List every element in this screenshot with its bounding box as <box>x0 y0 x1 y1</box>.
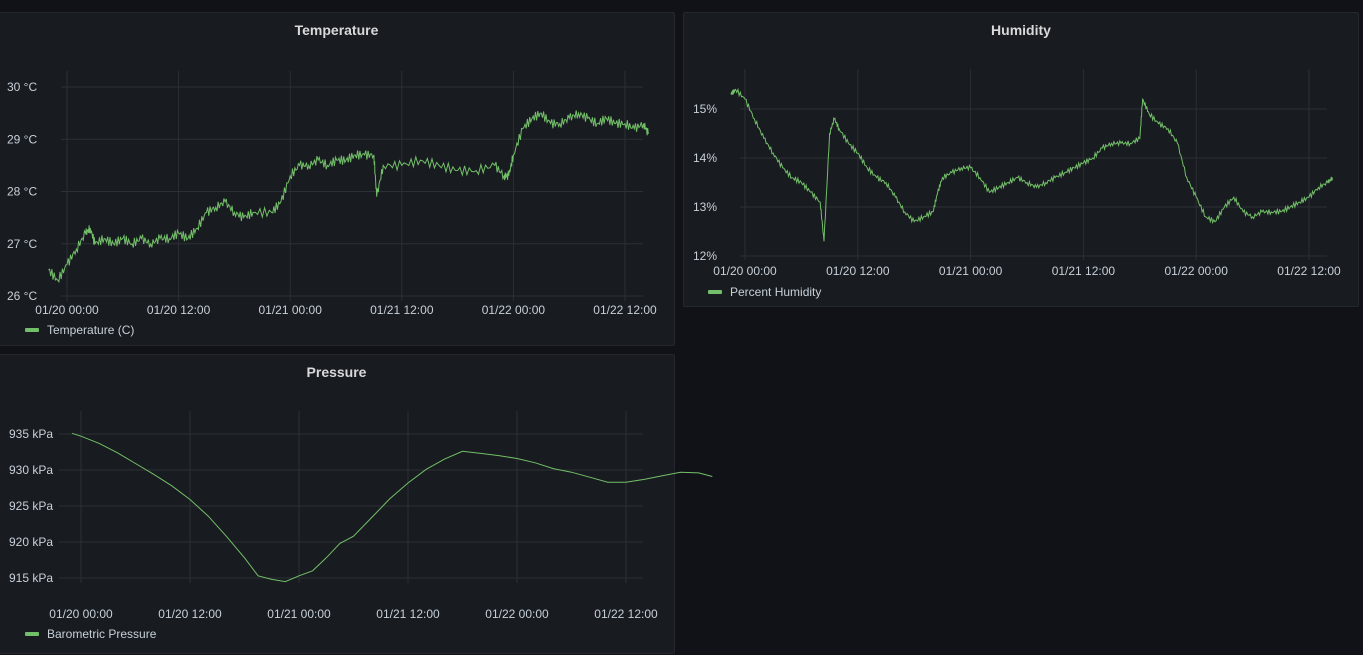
y-tick-label: 935 kPa <box>9 427 53 441</box>
pressure-panel[interactable]: Pressure 01/20 00:00 01/20 12:00 01/21 00:… <box>0 354 713 655</box>
humidity-chart[interactable]: 01/20 00:00 01/20 12:00 01/21 00:00 01/21 1… <box>684 13 1360 308</box>
legend-item[interactable]: Barometric Pressure <box>25 627 156 641</box>
series-swatch <box>25 328 39 332</box>
x-tick-label: 01/21 12:00 <box>1052 264 1116 278</box>
y-tick-label: 925 kPa <box>9 499 53 513</box>
x-tick-label: 01/21 12:00 <box>370 303 434 317</box>
y-tick-label: 29 °C <box>7 132 37 146</box>
legend-label: Barometric Pressure <box>47 627 157 641</box>
panel-title[interactable]: Temperature <box>294 22 379 38</box>
y-tick-label: 15% <box>693 102 717 116</box>
x-tick-label: 01/22 00:00 <box>1164 264 1228 278</box>
series-line[interactable] <box>48 110 649 284</box>
x-tick-label: 01/21 00:00 <box>267 607 331 621</box>
panel-title[interactable]: Humidity <box>991 22 1051 38</box>
x-tick-label: 01/21 12:00 <box>376 607 440 621</box>
y-tick-label: 12% <box>693 249 717 263</box>
x-tick-label: 01/22 00:00 <box>485 607 549 621</box>
grid <box>740 69 1327 260</box>
y-tick-label: 930 kPa <box>9 463 53 477</box>
legend-item[interactable]: Percent Humidity <box>708 285 821 299</box>
series-line[interactable] <box>71 432 713 583</box>
x-tick-label: 01/20 00:00 <box>49 607 113 621</box>
temperature-panel[interactable]: Temperature 01/20 00:00 01/20 12:00 01/21 … <box>0 12 675 346</box>
y-tick-label: 28 °C <box>7 185 37 199</box>
panel-title[interactable]: Pressure <box>306 364 367 380</box>
y-tick-label: 915 kPa <box>9 571 53 585</box>
x-tick-label: 01/20 00:00 <box>713 264 777 278</box>
x-tick-label: 01/20 12:00 <box>826 264 890 278</box>
x-tick-label: 01/20 12:00 <box>147 303 211 317</box>
pressure-chart[interactable]: 01/20 00:00 01/20 12:00 01/21 00:00 01/21 1… <box>0 355 713 655</box>
grid <box>59 411 643 583</box>
legend-item[interactable]: Temperature (C) <box>25 323 134 337</box>
y-tick-label: 26 °C <box>7 289 37 303</box>
x-tick-label: 01/22 12:00 <box>594 607 658 621</box>
legend-label: Temperature (C) <box>47 323 135 337</box>
temperature-chart[interactable]: 01/20 00:00 01/20 12:00 01/21 00:00 01/21 1… <box>0 13 676 347</box>
x-tick-label: 01/20 00:00 <box>35 303 99 317</box>
x-tick-label: 01/21 00:00 <box>258 303 322 317</box>
y-tick-label: 920 kPa <box>9 535 53 549</box>
y-tick-label: 30 °C <box>7 80 37 94</box>
series-swatch <box>25 632 39 636</box>
x-tick-label: 01/20 12:00 <box>158 607 222 621</box>
grid <box>61 71 643 301</box>
x-tick-label: 01/21 00:00 <box>939 264 1003 278</box>
series-swatch <box>708 290 722 294</box>
y-tick-label: 14% <box>693 151 717 165</box>
legend-label: Percent Humidity <box>730 285 822 299</box>
x-tick-label: 01/22 12:00 <box>593 303 657 317</box>
y-tick-label: 27 °C <box>7 237 37 251</box>
humidity-panel[interactable]: Humidity 01/20 00:00 01/20 12:00 01/21 00:… <box>683 12 1359 307</box>
series-line[interactable] <box>730 87 1333 242</box>
x-tick-label: 01/22 12:00 <box>1277 264 1341 278</box>
x-tick-label: 01/22 00:00 <box>482 303 546 317</box>
y-tick-label: 13% <box>693 200 717 214</box>
